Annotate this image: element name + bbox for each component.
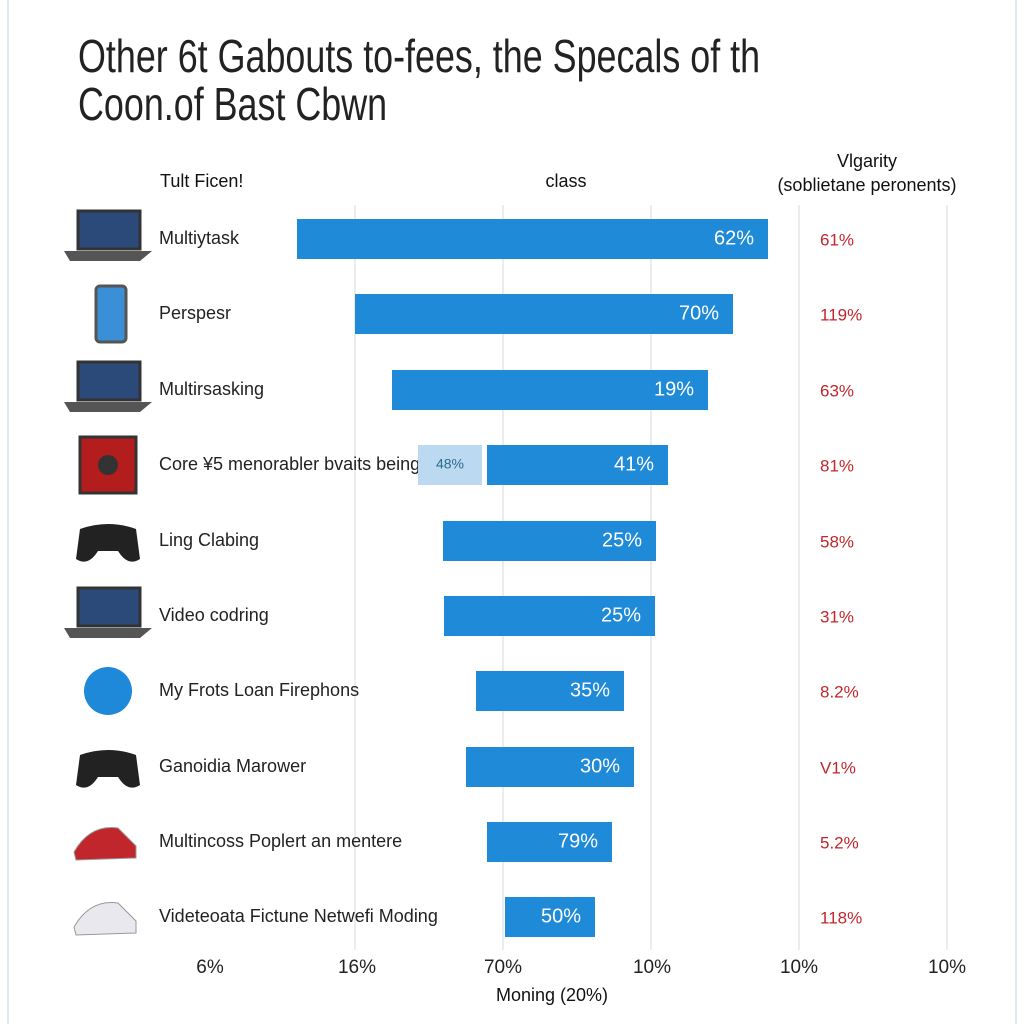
right-label: 118% [820, 908, 862, 927]
row: Video codring 25% 31% [64, 586, 854, 638]
icon [64, 251, 152, 261]
icon [76, 750, 140, 788]
bar [487, 445, 668, 485]
icon [64, 628, 152, 638]
right-label: 81% [820, 456, 854, 475]
row-label: Core ¥5 menorabler bvaits being [159, 454, 420, 474]
rows: Multiytask 62% 61% Perspesr 70% 119% Multirsas… [64, 209, 862, 937]
bar-label: 41% [614, 453, 654, 475]
axis-title: Moning (20%) [496, 985, 608, 1005]
bar [505, 897, 595, 937]
bar [466, 747, 634, 787]
row: Multiytask 62% 61% [64, 209, 854, 261]
row: Ganoidia Marower 30% V1% [76, 747, 856, 788]
icon [84, 667, 132, 715]
x-tick-label: 70% [484, 957, 522, 978]
row-label: Multirsasking [159, 379, 264, 399]
row: Multincoss Poplert an mentere 79% 5.2% [73, 822, 859, 862]
bar-label: 25% [601, 604, 641, 626]
icon [98, 455, 118, 475]
icon [94, 284, 128, 344]
row: Ling Clabing 25% 58% [76, 521, 854, 562]
bar [297, 219, 768, 259]
row-label: Video codring [159, 605, 269, 625]
bar-label: 19% [654, 378, 694, 400]
x-tick-label: 16% [338, 957, 376, 978]
right-label: 31% [820, 607, 854, 626]
x-tick-label: 10% [780, 957, 818, 978]
bar [355, 294, 733, 334]
extra-label: 48% [436, 456, 464, 472]
bar-label: 62% [714, 227, 754, 249]
icon [73, 827, 137, 861]
bar-label: 79% [558, 830, 598, 852]
grid: 6% 16% 70% 10% 10% 10% [196, 205, 966, 978]
bar-label: 25% [602, 529, 642, 551]
column-header: Tult Ficen! [160, 171, 243, 191]
x-tick-label: 10% [928, 957, 966, 978]
icon [76, 360, 142, 402]
icon [76, 524, 140, 562]
row-label: Multincoss Poplert an mentere [159, 831, 402, 851]
bar [476, 671, 624, 711]
bar-label: 30% [580, 755, 620, 777]
right-label: 58% [820, 532, 854, 551]
icon [76, 586, 142, 628]
row-label: My Frots Loan Firephons [159, 680, 359, 700]
row-label: Ganoidia Marower [159, 756, 306, 776]
row-label: Videteoata Fictune Netwefi Moding [159, 906, 438, 926]
row: Multirsasking 19% 63% [64, 360, 854, 412]
right-label: 61% [820, 230, 854, 249]
bar-label: 70% [679, 302, 719, 324]
right-label: 5.2% [820, 833, 859, 852]
icon [73, 902, 137, 936]
row: My Frots Loan Firephons 35% 8.2% [84, 667, 859, 715]
row-label: Perspesr [159, 303, 231, 323]
bar [443, 521, 656, 561]
x-tick-label: 6% [196, 957, 224, 978]
x-tick-label: 10% [633, 957, 671, 978]
title: Coon.of Bast Cbwn [78, 79, 387, 130]
right-label: 8.2% [820, 682, 859, 701]
row: Core ¥5 menorabler bvaits being 48% 41% 81% [78, 435, 854, 495]
row: Perspesr 70% 119% [94, 284, 862, 344]
bar-label: 35% [570, 679, 610, 701]
bar [392, 370, 708, 410]
right-label: 63% [820, 381, 854, 400]
column-header: Vlgarity [837, 151, 897, 171]
row-label: Ling Clabing [159, 530, 259, 550]
icon [76, 209, 142, 251]
column-header: class [545, 171, 586, 191]
right-label: 119% [820, 305, 862, 324]
bar [444, 596, 655, 636]
column-header: (soblietane peronents) [777, 175, 956, 195]
extra-box [418, 445, 482, 485]
title: Other 6t Gabouts to-fees, the Specals of… [78, 31, 760, 82]
bar [487, 822, 612, 862]
bar-label: 50% [541, 905, 581, 927]
icon [64, 402, 152, 412]
row: Videteoata Fictune Netwefi Moding 50% 118% [73, 897, 862, 937]
right-label: V1% [820, 758, 856, 777]
row-label: Multiytask [159, 228, 240, 248]
